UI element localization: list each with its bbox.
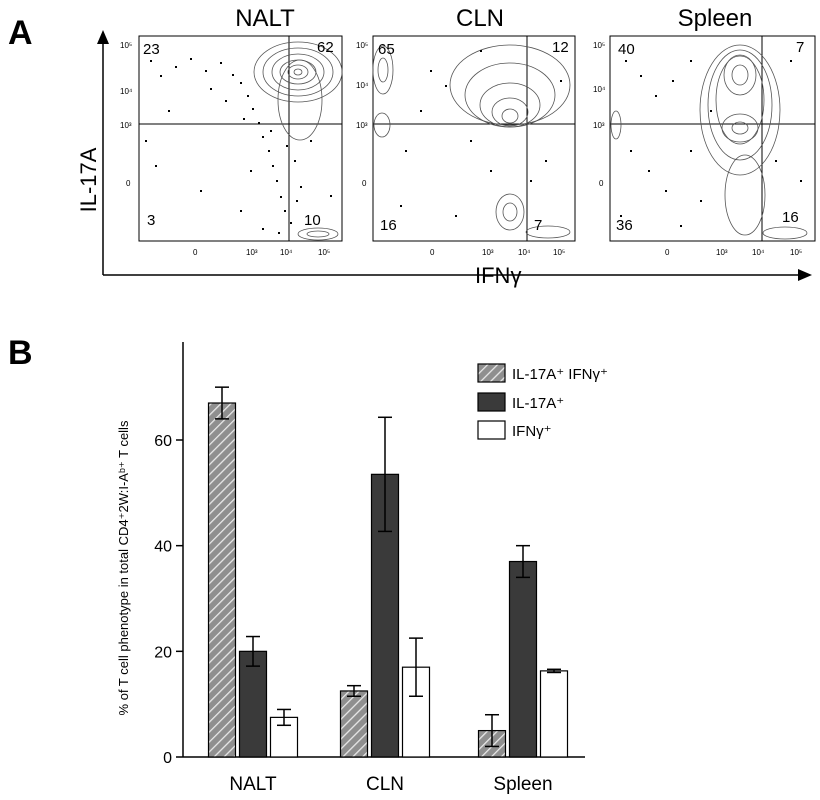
y-tick-label: 20 (154, 644, 172, 661)
legend-label-2: IL-17A⁺ (512, 395, 564, 412)
bar-spleen-series-2 (508, 560, 538, 758)
plot-frame-nalt (138, 35, 343, 242)
plot-title-nalt: NALT (235, 5, 295, 32)
svg-text:0: 0 (430, 248, 435, 257)
bar-nalt-series-2 (238, 650, 268, 758)
ticks-cln: 10⁵ 10⁴ 10³ 0 0 10³ 10⁴ 10⁵ (356, 41, 565, 257)
svg-text:0: 0 (193, 248, 198, 257)
y-tick-label: 0 (163, 750, 172, 767)
quad-lr-spleen: 16 (782, 209, 799, 226)
svg-text:10⁴: 10⁴ (120, 87, 133, 96)
bar-chart: % of T cell phenotype in total CD4⁺2W:I-… (116, 342, 608, 795)
bar-spleen-series-3 (539, 670, 569, 758)
quad-ur-spleen: 7 (796, 39, 804, 56)
svg-text:10³: 10³ (482, 248, 494, 257)
dots-spleen (620, 60, 802, 227)
y-tick-label: 60 (154, 433, 172, 450)
x-axis-arrowhead (798, 269, 812, 281)
y-axis-arrowhead (97, 30, 109, 44)
quad-lr-nalt: 10 (304, 212, 321, 229)
y-axis-label: IL-17A (76, 147, 101, 212)
svg-text:10⁴: 10⁴ (752, 248, 765, 257)
svg-text:10³: 10³ (593, 121, 605, 130)
contours-nalt (253, 41, 343, 241)
contours-cln (372, 44, 571, 239)
plot-title-cln: CLN (456, 5, 504, 32)
quad-ur-nalt: 62 (317, 39, 334, 56)
svg-text:10⁵: 10⁵ (318, 248, 330, 257)
flow-plot-cln: CLN (356, 5, 576, 257)
flow-panel: IL-17A IFNγ NALT (76, 5, 816, 288)
y-tick-label: 40 (154, 539, 172, 556)
legend-label-3: IFNγ⁺ (512, 423, 552, 440)
svg-text:0: 0 (599, 179, 604, 188)
legend-swatch-1 (477, 363, 506, 383)
contours-spleen (610, 44, 808, 240)
quad-ll-nalt: 3 (147, 212, 155, 229)
quad-ul-nalt: 23 (143, 41, 160, 58)
svg-text:0: 0 (362, 179, 367, 188)
legend-swatch-3 (477, 420, 506, 440)
svg-text:10³: 10³ (246, 248, 258, 257)
ticks-spleen: 10⁵ 10⁴ 10³ 0 0 10³ 10⁴ 10⁵ (593, 41, 802, 257)
quad-ul-spleen: 40 (618, 41, 635, 58)
svg-text:10³: 10³ (716, 248, 728, 257)
bar-y-axis-label: % of T cell phenotype in total CD4⁺2W:I-… (116, 420, 131, 715)
dots-nalt (145, 58, 332, 234)
quad-ur-cln: 12 (552, 39, 569, 56)
svg-text:0: 0 (665, 248, 670, 257)
svg-text:10⁵: 10⁵ (120, 41, 132, 50)
svg-text:10⁵: 10⁵ (356, 41, 368, 50)
svg-text:10⁵: 10⁵ (790, 248, 802, 257)
svg-text:0: 0 (126, 179, 131, 188)
bar-cln-series-1 (339, 690, 369, 758)
flow-plot-spleen: Spleen (593, 5, 816, 257)
panel-label-b: B (8, 334, 33, 372)
legend-label-1: IL-17A⁺ IFNγ⁺ (512, 366, 608, 383)
quad-ll-spleen: 36 (616, 217, 633, 234)
x-tick-label-nalt: NALT (229, 774, 277, 795)
svg-text:10³: 10³ (356, 121, 368, 130)
plot-title-spleen: Spleen (678, 5, 753, 32)
svg-text:10⁵: 10⁵ (553, 248, 565, 257)
quad-lr-cln: 7 (534, 217, 542, 234)
quad-ll-cln: 16 (380, 217, 397, 234)
svg-text:10⁴: 10⁴ (518, 248, 531, 257)
x-axis-label: IFNγ (475, 263, 521, 288)
ticks-nalt: 10⁵ 10⁴ 10³ 0 0 10³ 10⁴ 10⁵ (120, 41, 330, 257)
quad-ul-cln: 65 (378, 41, 395, 58)
panel-label-a: A (8, 14, 33, 52)
dots-cln (400, 50, 562, 217)
plot-frame-spleen (609, 35, 816, 242)
svg-text:10³: 10³ (120, 121, 132, 130)
flow-plot-nalt: NALT (120, 5, 343, 257)
svg-text:10⁴: 10⁴ (280, 248, 293, 257)
svg-text:10⁵: 10⁵ (593, 41, 605, 50)
plot-frame-cln (372, 35, 576, 242)
svg-text:10⁴: 10⁴ (593, 85, 606, 94)
bar-nalt-series-1 (207, 402, 237, 758)
x-tick-label-spleen: Spleen (493, 774, 552, 795)
svg-text:10⁴: 10⁴ (356, 81, 369, 90)
x-tick-label-cln: CLN (366, 774, 404, 795)
legend-swatch-2 (477, 392, 506, 412)
